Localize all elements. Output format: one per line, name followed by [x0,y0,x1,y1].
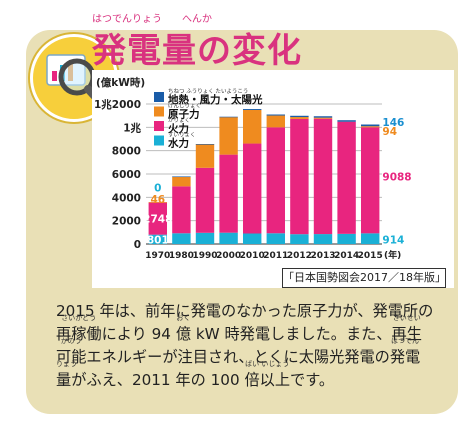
y-tick-label: 1兆 [123,121,141,134]
bar-segment-2015-0 [360,233,380,244]
bar-segment-1980-3 [172,176,191,178]
bar-segment-2012-1 [290,118,309,235]
data-label: 46 [150,194,165,206]
y-tick-label: 2000 [112,216,141,228]
description-line-2: 再稼働 さいかどう により 94 億おく kW 時発電しました。また、再生 さいせい [56,314,452,346]
x-tick-label: 2013 [310,251,335,261]
y-tick-label: 8000 [112,146,141,158]
bar-segment-2010-0 [242,233,262,244]
bar-segment-1970-1 [148,202,168,235]
legend-swatch [154,92,164,102]
bar-segment-2011-0 [266,233,286,244]
ruby-word: 倍以上 ばい いじょう [244,360,290,389]
bar-segment-2014-1 [337,121,356,234]
bar-segment-2012-0 [290,234,309,244]
page-title: 発電量の変化 [92,31,302,71]
bar-segment-1980-2 [172,176,191,187]
bar-segment-2010-3 [242,109,262,110]
y-tick-label: 6000 [112,169,141,181]
y-axis-label: (億kW時) [96,76,145,89]
y-tick-label: 4000 [112,192,141,204]
bar-segment-2010-1 [242,143,262,234]
bar-segment-2013-2 [313,117,333,119]
data-label: 146 [382,117,404,129]
bar-segment-1990-1 [195,167,215,233]
legend-ruby: かりょく [168,117,190,124]
description-line-3: 可能 かのう エネルギーが注目され、とくに太陽光発電の発電 はつでん [56,337,452,369]
x-unit-label: (年) [384,249,401,261]
legend-swatch [154,135,164,146]
ruby-word: 再稼働 さいかどう [56,314,102,343]
x-tick-label: 2011 [263,251,288,261]
description-line-4: 量りょう がふえ、2011 年の 100 倍以上 ばい いじょう です。 [56,360,452,392]
bar-segment-1990-2 [195,144,215,168]
legend-swatch [154,121,164,131]
stacked-bar-chart: 020004000600080001兆1兆2000(億kW時)197019801… [94,76,412,261]
bar-segment-2013-3 [313,116,333,118]
legend-ruby: げんしりょく [168,102,201,110]
description-text: 2015 年は、前年に発電のなかった原子力が、発電所の 再稼働 さいかどう により … [56,300,452,392]
data-label: 2748 [143,213,172,225]
bar-segment-2000-2 [219,117,238,155]
bar-segment-2011-1 [266,127,286,234]
bar-segment-2015-2 [360,126,380,128]
legend-swatch [154,106,164,117]
bar-segment-1970-0 [148,234,168,244]
bar-segment-2013-1 [313,118,333,235]
bar-segment-2014-0 [337,233,356,244]
legend-label: 火力 [168,122,189,135]
x-tick-label: 2010 [240,251,265,261]
chart-panel: 0 2000 4000 6000 8000 1兆 1兆2000 (億kW時) 1970 1980 1… [92,70,454,288]
data-label: 94 [382,126,397,138]
ruby-word: 発電 はつでん [389,337,421,366]
data-label: 914 [382,234,404,246]
y-tick-label: 1兆2000 [94,98,141,111]
legend-ruby: ちねつ ふうりょく たいようこう [168,88,248,95]
legend-ruby: すいりょく [168,132,196,139]
bar-segment-2012-2 [290,117,309,119]
ruby-word: 量りょう [56,360,77,389]
bar-segment-1990-3 [195,144,215,145]
bar-segment-2000-0 [219,232,238,244]
ruby-word: 億おく [175,314,191,343]
x-tick-label: 1980 [169,251,194,261]
bar-segment-2000-3 [219,116,238,118]
ruby-word: 可能 かのう [56,337,87,366]
ruby-word: 再生 さいせい [391,314,422,343]
bar-segment-2013-0 [313,234,333,244]
legend-label: 原子力 [168,108,200,121]
bar-segment-2012-3 [290,115,309,118]
x-tick-label: 1990 [192,251,217,261]
bar-segment-1980-0 [172,233,191,244]
source-label: 「日本国勢図会2017／18年版」 [282,268,446,288]
data-label: 0 [154,182,161,194]
y-tick-label: 0 [134,239,141,251]
bar-segment-1990-0 [195,232,215,244]
description-line-1: 2015 年は、前年に発電のなかった原子力が、発電所の [56,302,434,320]
bar-segment-2011-3 [266,114,286,116]
bar-segment-2015-1 [360,127,380,234]
bar-segment-2014-3 [337,120,356,122]
bar-segment-2010-2 [242,109,262,144]
legend-label: 水力 [167,137,189,150]
bar-segment-2011-2 [266,115,286,128]
bar-segment-2015-3 [360,124,380,127]
bar-segment-1980-1 [172,186,191,234]
x-tick-label: 1970 [145,251,170,261]
x-tick-label: 2000 [216,251,241,261]
legend-label: 地熱・風力・太陽光 [168,93,263,106]
data-label: 801 [147,234,169,246]
title-ruby: はつでんりょう へんか [92,14,212,25]
title-block: はつでんりょう へんか 発電量の変化 [92,10,332,71]
data-label: 9088 [382,171,411,183]
bar-segment-2000-1 [219,154,238,233]
bar-segment-1970-2 [148,202,168,203]
x-tick-label: 2014 [334,251,359,261]
x-tick-label: 2012 [287,251,312,261]
x-tick-label: 2015 [358,251,383,261]
